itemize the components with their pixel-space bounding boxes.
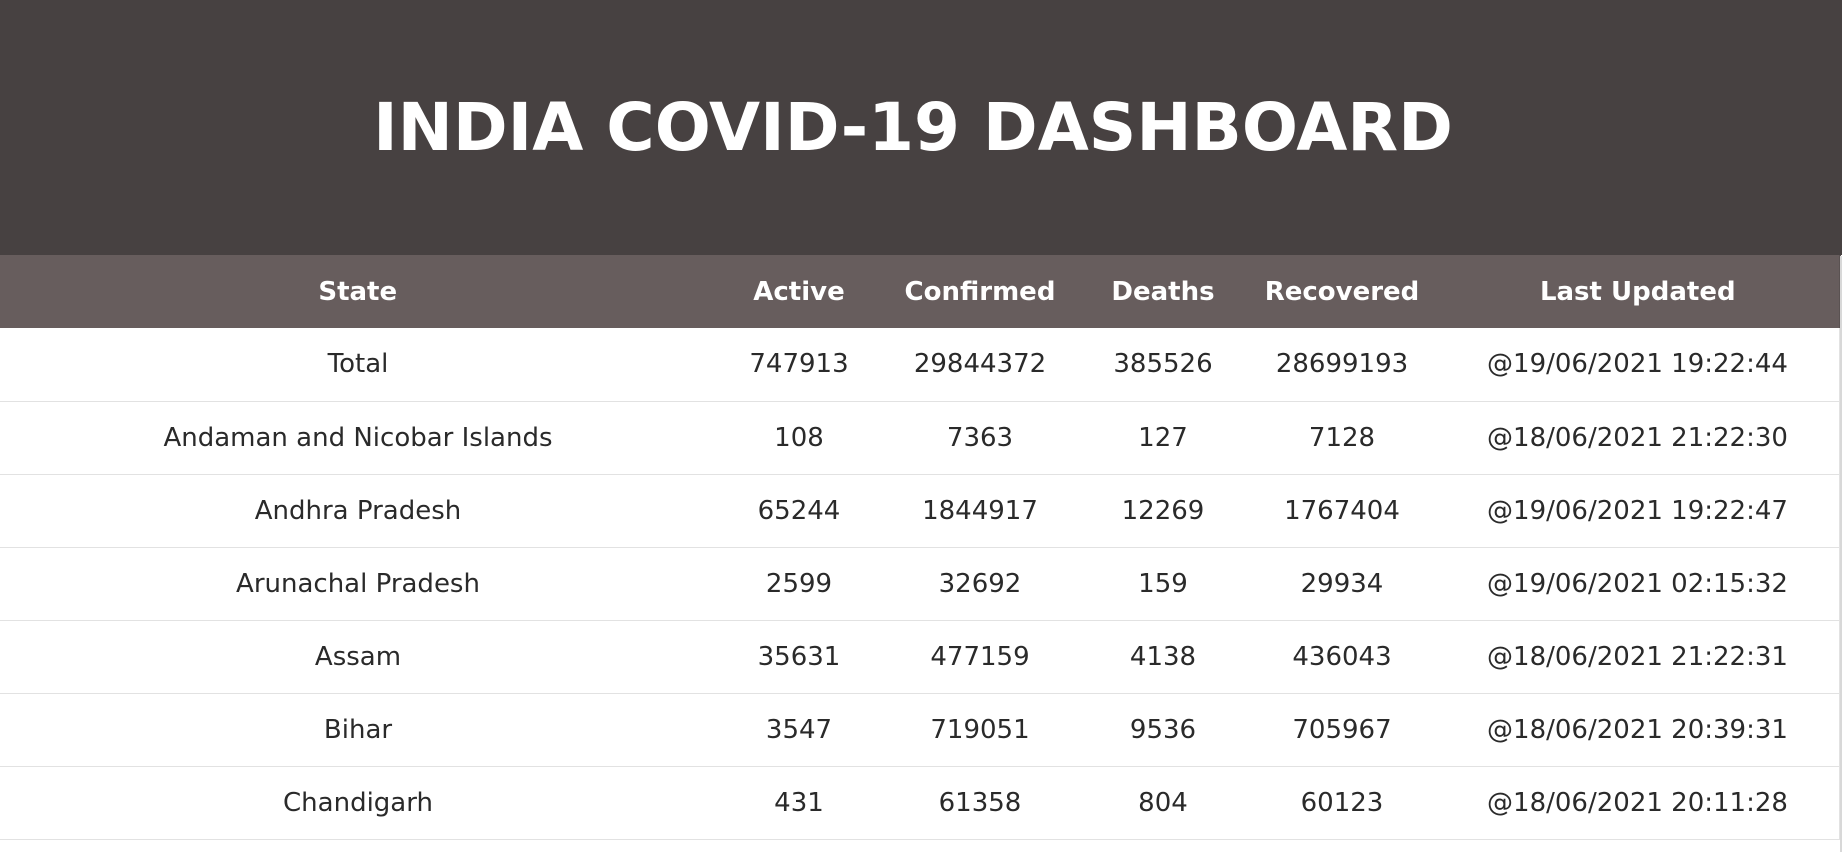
column-header-confirmed: Confirmed xyxy=(882,255,1079,328)
cell-deaths: 159 xyxy=(1138,568,1188,599)
table-header: State Active Confirmed Deaths Recovered … xyxy=(0,255,1841,328)
cell-state: Chandigarh xyxy=(283,787,433,818)
column-header-deaths: Deaths xyxy=(1078,255,1249,328)
cell-confirmed: 32692 xyxy=(938,568,1022,599)
cell-recovered: 705967 xyxy=(1292,714,1392,745)
cell-active: 431 xyxy=(774,787,824,818)
cell-deaths: 127 xyxy=(1138,422,1188,453)
cell-recovered: 7128 xyxy=(1308,422,1376,453)
cell-confirmed: 719051 xyxy=(930,714,1030,745)
cell-state: Total xyxy=(327,349,389,380)
table-row: Chandigarh 431 61358 804 60123 @18/06/20… xyxy=(0,766,1841,839)
cell-state: Andaman and Nicobar Islands xyxy=(163,422,553,453)
cell-last-updated: @18/06/2021 21:22:31 xyxy=(1436,620,1841,693)
cell-deaths: 9536 xyxy=(1129,714,1197,745)
cell-active: 3547 xyxy=(765,714,833,745)
cell-last-updated: @19/06/2021 19:22:44 xyxy=(1436,328,1841,401)
column-header-last-updated: Last Updated xyxy=(1436,255,1841,328)
cell-state: Assam xyxy=(314,641,402,672)
page-scroll-edge xyxy=(1840,256,1842,852)
table-row: Andaman and Nicobar Islands 108 7363 127… xyxy=(0,401,1841,474)
cell-active: 65244 xyxy=(757,495,841,526)
cell-deaths: 12269 xyxy=(1121,495,1205,526)
cell-deaths: 385526 xyxy=(1113,349,1213,380)
column-header-active: Active xyxy=(716,255,883,328)
cell-recovered: 60123 xyxy=(1300,787,1384,818)
cell-last-updated: @19/06/2021 02:15:32 xyxy=(1436,547,1841,620)
cell-recovered: 436043 xyxy=(1292,641,1392,672)
cell-active: 35631 xyxy=(757,641,841,672)
cell-active: 2599 xyxy=(765,568,833,599)
table-row: Arunachal Pradesh 2599 32692 159 29934 @… xyxy=(0,547,1841,620)
column-header-recovered: Recovered xyxy=(1248,255,1437,328)
cell-deaths: 804 xyxy=(1138,787,1188,818)
dashboard-header: INDIA COVID-19 DASHBOARD xyxy=(0,0,1842,255)
cell-last-updated: @18/06/2021 21:22:30 xyxy=(1436,401,1841,474)
cell-confirmed: 7363 xyxy=(946,422,1014,453)
cell-state: Andhra Pradesh xyxy=(254,495,462,526)
cell-state: Arunachal Pradesh xyxy=(236,568,480,599)
table-row: Andhra Pradesh 65244 1844917 12269 17674… xyxy=(0,474,1841,547)
table-body: Total 747913 29844372 385526 28699193 @1… xyxy=(0,328,1841,839)
page-title: INDIA COVID-19 DASHBOARD xyxy=(373,89,1453,166)
table-row: Total 747913 29844372 385526 28699193 @1… xyxy=(0,328,1841,401)
cell-last-updated: @18/06/2021 20:39:31 xyxy=(1436,693,1841,766)
cell-active: 747913 xyxy=(749,349,849,380)
cell-recovered: 1767404 xyxy=(1284,495,1400,526)
table-row: Bihar 3547 719051 9536 705967 @18/06/202… xyxy=(0,693,1841,766)
cell-recovered: 29934 xyxy=(1300,568,1384,599)
table-header-row: State Active Confirmed Deaths Recovered … xyxy=(0,255,1841,328)
cell-last-updated: @19/06/2021 19:22:47 xyxy=(1436,474,1841,547)
cell-confirmed: 61358 xyxy=(938,787,1022,818)
cell-confirmed: 29844372 xyxy=(913,349,1047,380)
column-header-state: State xyxy=(0,255,717,328)
covid-stats-table: State Active Confirmed Deaths Recovered … xyxy=(0,255,1841,840)
table-row: Assam 35631 477159 4138 436043 @18/06/20… xyxy=(0,620,1841,693)
cell-deaths: 4138 xyxy=(1129,641,1197,672)
cell-active: 108 xyxy=(774,422,824,453)
cell-confirmed: 1844917 xyxy=(922,495,1038,526)
cell-confirmed: 477159 xyxy=(930,641,1030,672)
cell-state: Bihar xyxy=(323,714,393,745)
cell-last-updated: @18/06/2021 20:11:28 xyxy=(1436,766,1841,839)
cell-recovered: 28699193 xyxy=(1275,349,1409,380)
